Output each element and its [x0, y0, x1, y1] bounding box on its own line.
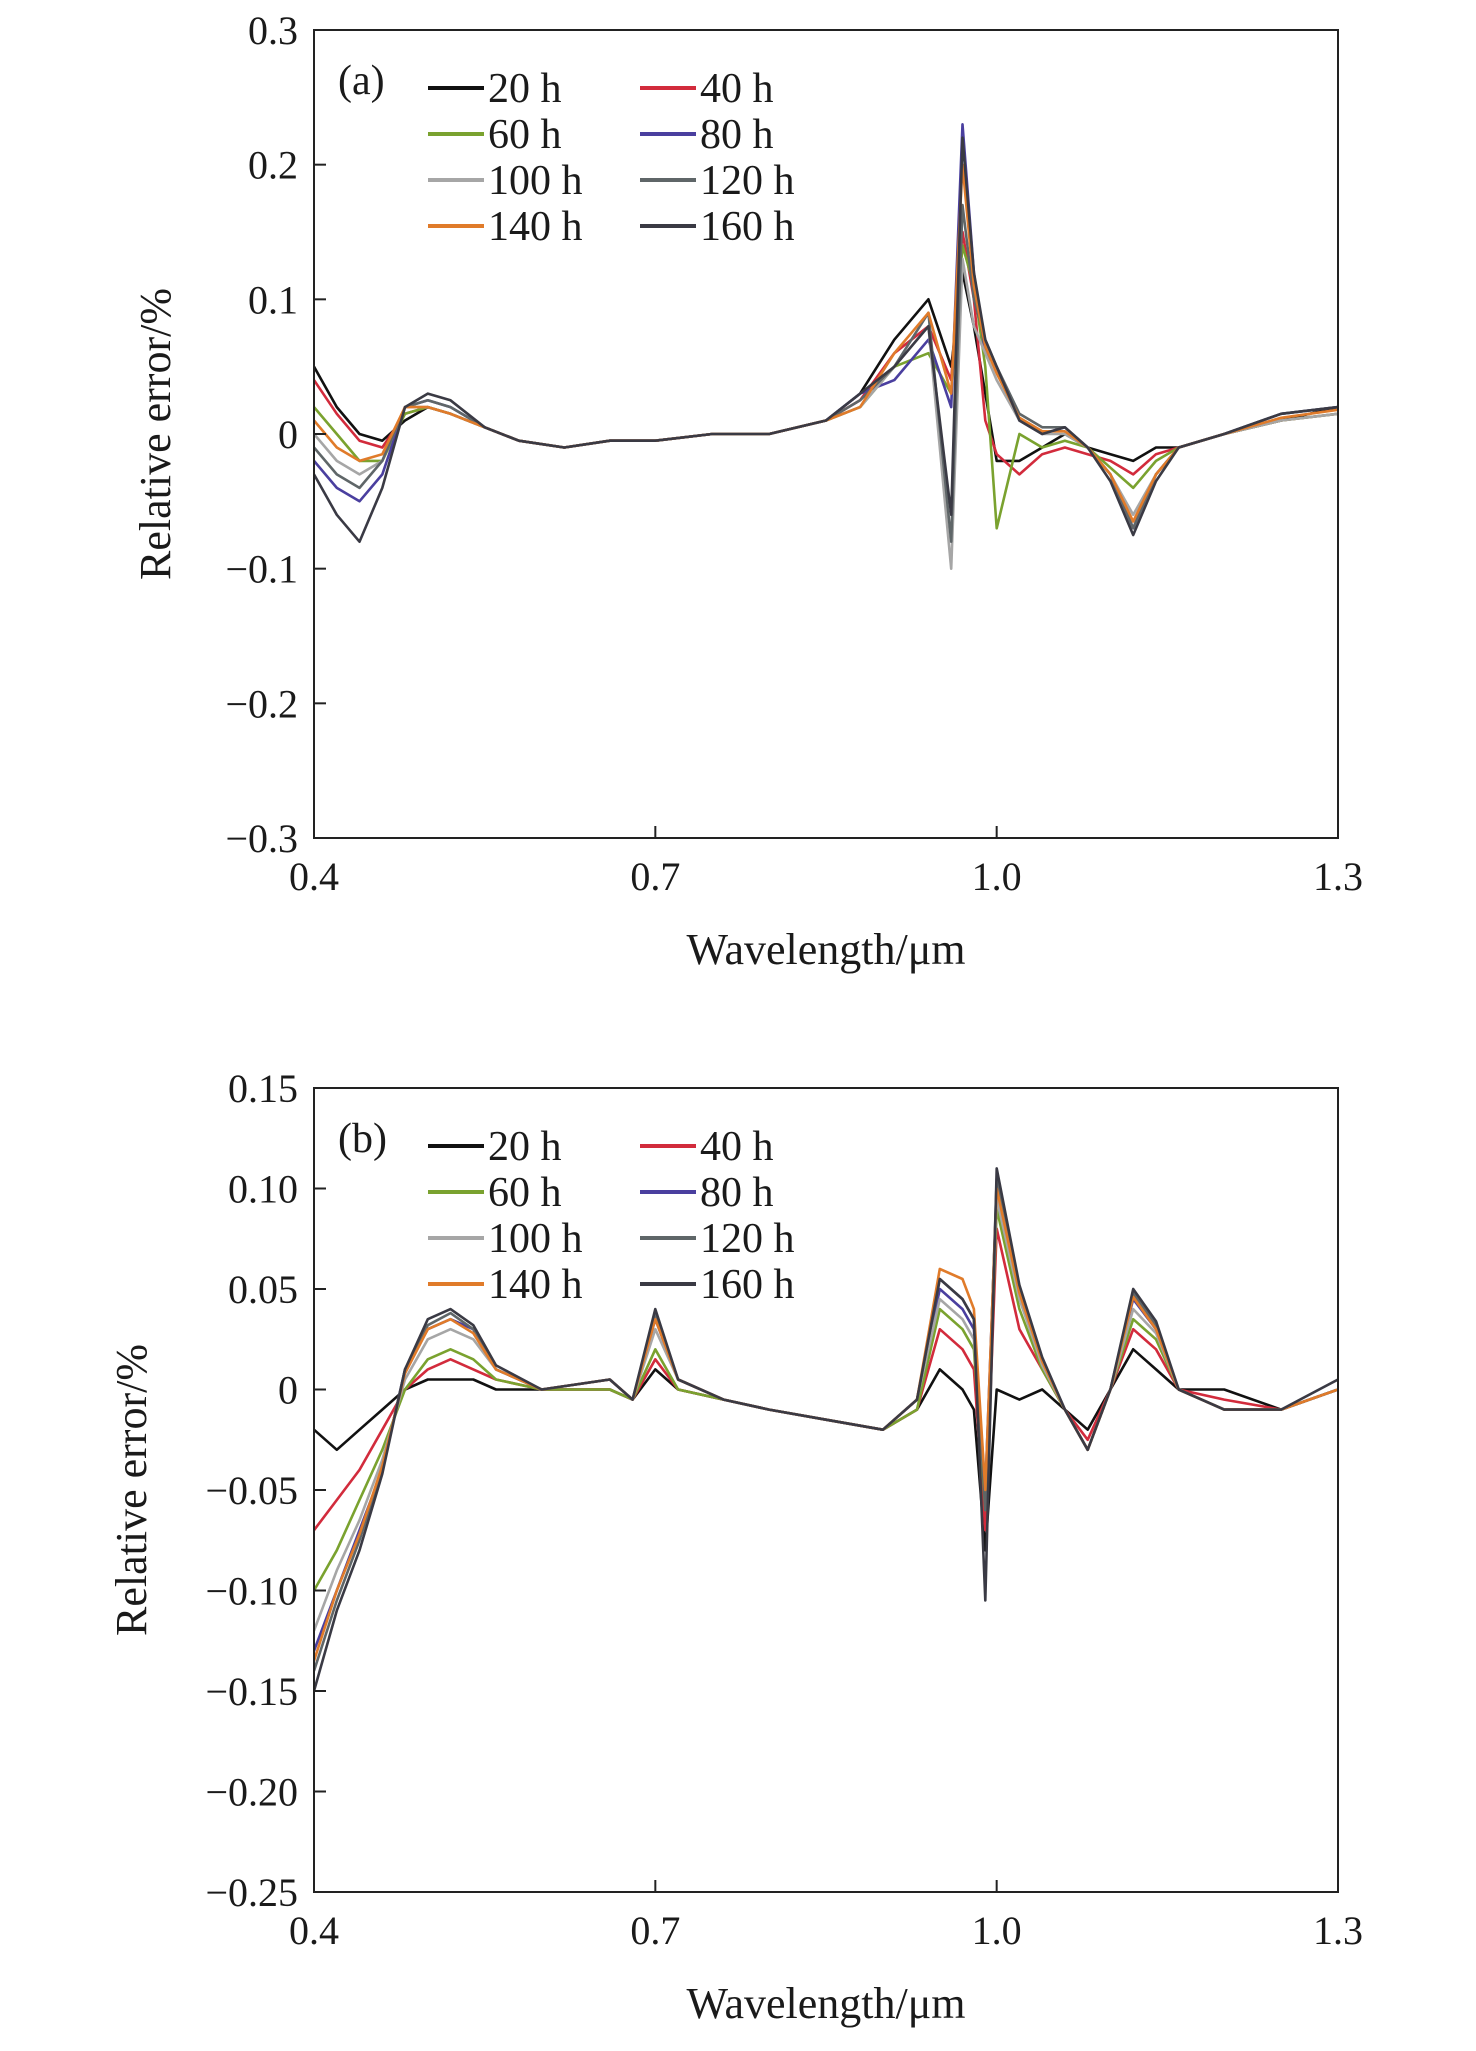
- series-group: [314, 123, 1338, 571]
- y-tick-label: 0.3: [248, 8, 298, 53]
- legend-label: 20 h: [488, 1124, 562, 1170]
- legend-label: 120 h: [700, 158, 795, 204]
- series-line-40h: [314, 230, 1338, 476]
- y-tick-label: 0: [278, 412, 298, 457]
- y-tick-label: −0.10: [205, 1569, 298, 1614]
- legend-label: 160 h: [700, 1262, 795, 1308]
- chart-panel-b: 0.150.100.050−0.05−0.10−0.15−0.20−0.250.…: [107, 1066, 1363, 2028]
- y-axis-title: Relative error/%: [131, 288, 180, 580]
- legend-label: 20 h: [488, 66, 562, 112]
- legend-label: 140 h: [488, 1262, 583, 1308]
- legend: 20 h 40 h 60 h 80 h 100 h 120 h 140 h 160 h: [428, 66, 795, 250]
- x-axis-title: Wavelength/μm: [686, 925, 965, 974]
- y-axis-title: Relative error/%: [107, 1344, 156, 1636]
- legend-label: 40 h: [700, 66, 774, 112]
- panel-label: (a): [338, 58, 385, 104]
- y-tick-label: −0.05: [205, 1468, 298, 1513]
- chart-panel-a: 0.3 0.2 0.1 0 −0.1 −0.2 −0.30.4 0.7 1.0 1.3 Wavele…: [131, 8, 1363, 974]
- y-tick-label: 0.10: [228, 1167, 298, 1212]
- x-tick-label: 1.0: [972, 854, 1022, 899]
- y-tick-label: 0.15: [228, 1066, 298, 1111]
- legend-label: 40 h: [700, 1124, 774, 1170]
- y-tick-label: 0: [278, 1368, 298, 1413]
- series-line-60h: [314, 244, 1338, 530]
- legend-label: 80 h: [700, 1170, 774, 1216]
- legend-label: 100 h: [488, 158, 583, 204]
- series-line-120h: [314, 1177, 1338, 1672]
- y-tick-label: 0.2: [248, 143, 298, 188]
- x-tick-label: 0.7: [630, 1908, 680, 1953]
- x-tick-label: 0.4: [289, 1908, 339, 1953]
- y-tick-label: −0.20: [205, 1770, 298, 1815]
- y-tick-label: −0.3: [225, 816, 298, 861]
- legend-label: 60 h: [488, 112, 562, 158]
- series-line-60h: [314, 1207, 1338, 1592]
- legend-label: 160 h: [700, 204, 795, 250]
- x-axis-title: Wavelength/μm: [686, 1979, 965, 2028]
- legend: 20 h 40 h 60 h 80 h 100 h 120 h 140 h 160 h: [428, 1124, 795, 1308]
- x-tick-label: 1.0: [972, 1908, 1022, 1953]
- legend-label: 100 h: [488, 1216, 583, 1262]
- y-tick-label: 0.05: [228, 1267, 298, 1312]
- series-group: [314, 1167, 1338, 1692]
- series-line-140h: [314, 163, 1338, 523]
- y-tick-label: −0.2: [225, 681, 298, 726]
- legend-label: 140 h: [488, 204, 583, 250]
- series-line-120h: [314, 203, 1338, 544]
- series-line-160h: [314, 1167, 1338, 1692]
- x-tick-label: 1.3: [1313, 1908, 1363, 1953]
- series-line-100h: [314, 1197, 1338, 1632]
- x-tick-label: 0.4: [289, 854, 339, 899]
- series-line-20h: [314, 271, 1338, 463]
- series-line-160h: [314, 136, 1338, 544]
- legend-label: 80 h: [700, 112, 774, 158]
- series-line-140h: [314, 1187, 1338, 1662]
- plot-frame: [313, 29, 1339, 839]
- y-tick-label: −0.1: [225, 547, 298, 592]
- y-tick-label: −0.25: [205, 1870, 298, 1915]
- series-line-20h: [314, 1348, 1338, 1552]
- x-tick-label: 0.7: [630, 854, 680, 899]
- x-tick-label: 1.3: [1313, 854, 1363, 899]
- y-tick-label: −0.15: [205, 1669, 298, 1714]
- y-tick-label: 0.1: [248, 277, 298, 322]
- series-line-80h: [314, 123, 1338, 530]
- legend-label: 60 h: [488, 1170, 562, 1216]
- plot-frame: [313, 1087, 1339, 1893]
- panel-label: (b): [338, 1116, 387, 1162]
- legend-label: 120 h: [700, 1216, 795, 1262]
